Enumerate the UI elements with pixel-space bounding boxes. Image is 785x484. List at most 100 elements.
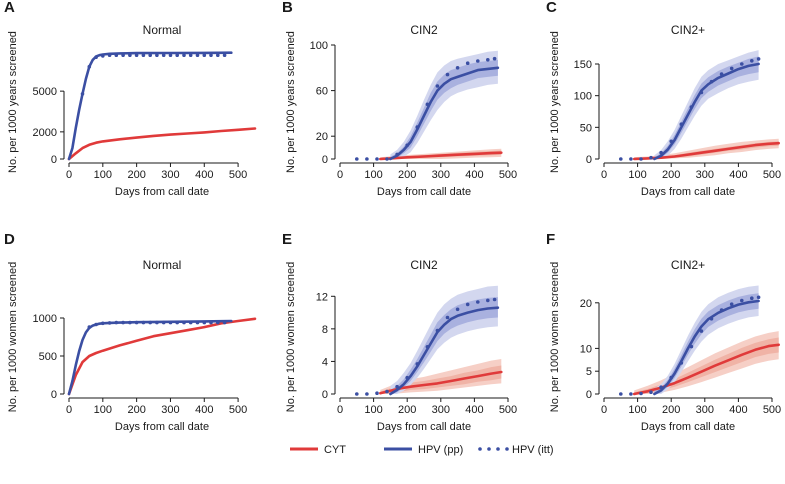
series-hpv-itt xyxy=(355,297,497,396)
x-tick-label: 200 xyxy=(662,404,680,416)
y-tick-label: 20 xyxy=(316,131,328,143)
hpv-itt-point xyxy=(195,53,200,57)
hpv-itt-point xyxy=(669,139,673,144)
y-tick-label: 8 xyxy=(322,324,328,336)
y-tick-label: 4 xyxy=(322,356,328,368)
hpv-itt-point xyxy=(141,320,146,325)
x-tick-label: 0 xyxy=(337,404,343,416)
x-tick-label: 300 xyxy=(696,404,714,416)
x-tick-label: 400 xyxy=(465,404,483,416)
x-tick-label: 100 xyxy=(628,169,646,181)
hpv-itt-point xyxy=(719,308,724,312)
hpv-ci-band-inner xyxy=(390,297,498,394)
x-tick-label: 200 xyxy=(398,169,416,181)
hpv-itt-point xyxy=(168,320,173,325)
hpv-itt-point xyxy=(619,157,623,161)
hpv-itt-point xyxy=(639,157,643,161)
panel-letter: B xyxy=(282,0,293,16)
hpv-itt-point xyxy=(395,152,399,157)
x-tick-label: 100 xyxy=(364,404,382,416)
panel-letter: A xyxy=(4,0,15,16)
series-hpv-pp-line xyxy=(67,319,233,396)
series-hpv-itt xyxy=(87,320,227,329)
hpv-itt-point xyxy=(629,392,633,396)
hpv-itt-point xyxy=(435,84,440,88)
hpv-ci-band-inner xyxy=(390,59,498,159)
hpv-itt-point xyxy=(679,122,684,126)
hpv-itt-point xyxy=(619,392,623,396)
hpv-itt-point xyxy=(175,320,179,325)
hpv-itt-point xyxy=(134,320,139,325)
hpv-itt-point xyxy=(101,321,105,326)
y-tick-label: 20 xyxy=(580,298,592,310)
hpv-itt-point xyxy=(465,61,470,65)
x-tick-label: 300 xyxy=(432,404,450,416)
x-tick-label: 0 xyxy=(337,169,343,181)
hpv-itt-point xyxy=(114,53,119,57)
legend: CYT HPV (pp) HPV (itt) xyxy=(290,444,554,456)
hpv-itt-point xyxy=(445,72,450,77)
cyt-ci-band-inner xyxy=(634,337,779,394)
x-tick-label: 0 xyxy=(601,169,607,181)
panel-title: CIN2+ xyxy=(671,23,705,37)
hpv-itt-point xyxy=(476,59,480,63)
cyt-ci-band-outer xyxy=(634,138,779,159)
legend-itt-dot xyxy=(505,447,509,451)
hpv-itt-point xyxy=(729,302,734,307)
x-axis-label: Days from call date xyxy=(641,421,735,433)
hpv-itt-point xyxy=(188,53,193,57)
hpv-itt-point xyxy=(161,53,166,57)
hpv-itt-point xyxy=(161,320,166,325)
panel-d: D Normal 0 100 200 300 400 500 Days from call da… xyxy=(4,231,257,433)
y-axis-label: No. per 1000 years screened xyxy=(7,31,19,173)
hpv-itt-point xyxy=(659,385,663,390)
hpv-itt-point xyxy=(669,375,673,380)
hpv-itt-point xyxy=(465,302,470,307)
hpv-itt-point xyxy=(385,389,389,394)
x-tick-label: 400 xyxy=(729,169,747,181)
y-tick-label: 0 xyxy=(51,389,57,401)
x-tick-label: 500 xyxy=(763,404,781,416)
hpv-itt-point xyxy=(649,155,653,160)
hpv-itt-point xyxy=(168,53,173,57)
y-tick-label: 0 xyxy=(586,154,592,166)
x-tick-label: 500 xyxy=(499,404,517,416)
hpv-itt-point xyxy=(740,298,744,303)
hpv-itt-point xyxy=(175,53,179,57)
x-tick-label: 300 xyxy=(161,404,179,416)
hpv-itt-point xyxy=(750,59,754,63)
hpv-itt-point xyxy=(425,102,430,107)
hpv-itt-point xyxy=(719,72,724,76)
hpv-itt-point xyxy=(365,157,369,161)
x-axis-label: Days from call date xyxy=(115,186,209,198)
x-tick-label: 100 xyxy=(94,169,112,181)
hpv-itt-point xyxy=(355,157,359,161)
x-tick-label: 400 xyxy=(465,169,483,181)
hpv-itt-point xyxy=(455,66,460,70)
y-tick-label: 0 xyxy=(322,154,328,166)
x-tick-label: 200 xyxy=(398,404,416,416)
hpv-itt-point xyxy=(155,53,159,57)
x-tick-label: 100 xyxy=(94,404,112,416)
legend-itt-dot xyxy=(496,447,500,451)
x-tick-label: 300 xyxy=(432,169,450,181)
y-tick-label: 10 xyxy=(580,343,592,355)
hpv-itt-point xyxy=(155,320,159,325)
y-tick-label: 150 xyxy=(574,59,592,71)
hpv-itt-point xyxy=(709,317,714,321)
hpv-itt-point xyxy=(128,320,132,325)
hpv-itt-point xyxy=(729,66,734,71)
hpv-itt-point xyxy=(94,55,98,59)
cyt-ci-band-outer xyxy=(634,331,779,394)
hpv-itt-point xyxy=(415,362,420,366)
y-tick-label: 5 xyxy=(586,366,592,378)
hpv-itt-point xyxy=(476,300,480,304)
series-cyt-line xyxy=(67,127,257,161)
hpv-itt-point xyxy=(750,296,754,301)
x-tick-label: 500 xyxy=(229,169,247,181)
x-tick-label: 500 xyxy=(229,404,247,416)
hpv-itt-point xyxy=(148,53,152,57)
hpv-itt-point xyxy=(128,53,132,57)
x-tick-label: 0 xyxy=(66,404,72,416)
legend-hpv-itt-swatch xyxy=(478,447,509,451)
